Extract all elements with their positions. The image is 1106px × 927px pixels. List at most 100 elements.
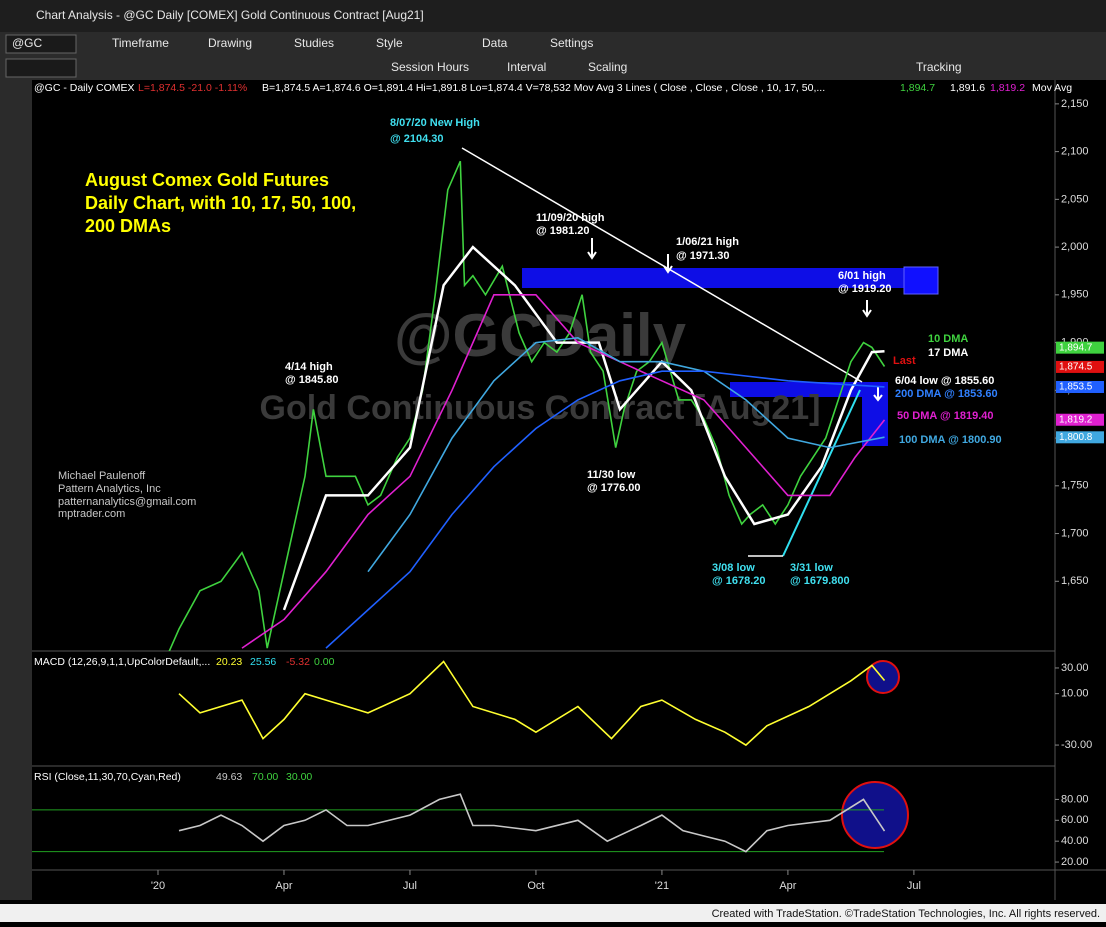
price-flag [1056, 360, 1104, 373]
y-tick-label: 2,150 [1061, 98, 1089, 110]
resistance-zone [522, 268, 904, 288]
annotation: 6/04 low @ 1855.60 [895, 375, 994, 387]
toolbar-button[interactable]: Settings [550, 36, 593, 50]
annotation: August Comex Gold Futures [85, 170, 329, 190]
annotation: @ 1919.20 [838, 283, 892, 295]
y-tick-label: 60.00 [1061, 814, 1089, 826]
series-line [282, 245, 885, 611]
toolbar-button[interactable]: Scaling [588, 60, 627, 74]
price-flag [1056, 380, 1104, 393]
indicator-info: MACD (12,26,9,1,1,UpColorDefault,... [34, 656, 210, 668]
indicator-info: 20.23 [216, 656, 242, 668]
y-tick-label: 40.00 [1061, 835, 1089, 847]
y-tick-label: 10.00 [1061, 688, 1089, 700]
plot [178, 660, 886, 747]
series-line [178, 793, 886, 853]
indicator-info: 1,819.2 [990, 82, 1025, 94]
toolbar-button[interactable]: Session Hours [391, 60, 469, 74]
annotation: 11/30 low [587, 469, 636, 481]
annotation: 8/07/20 New High [390, 117, 480, 129]
annotation: 17 DMA [928, 347, 968, 359]
series-line [241, 294, 886, 649]
plot [168, 160, 886, 651]
interval-box[interactable] [5, 58, 77, 78]
annotation: 200 DMA @ 1853.60 [895, 388, 998, 400]
annotation: 50 DMA @ 1819.40 [897, 410, 994, 422]
symbol-box[interactable] [5, 34, 77, 54]
annotation: 6/01 high [838, 270, 886, 282]
y-tick-label: 20.00 [1061, 856, 1089, 868]
price-flag-label: 1,819.2 [1059, 414, 1093, 425]
title-bar [0, 0, 1106, 32]
highlight-circle [841, 781, 909, 849]
indicator-info: -5.32 [286, 656, 310, 668]
watermark: @GCDaily [394, 302, 687, 369]
x-tick-label: Apr [275, 880, 292, 892]
indicator-info: 49.63 [216, 771, 242, 783]
annotation: Pattern Analytics, Inc [58, 483, 161, 495]
symbol: @GC [12, 36, 43, 50]
y-tick-label: 2,100 [1061, 146, 1089, 158]
indicator-info: 1,891.6 [950, 82, 985, 94]
y-tick-label: 1,650 [1061, 575, 1089, 587]
toolbar-button[interactable]: Timeframe [112, 36, 169, 50]
annotation: 4/14 high [285, 361, 333, 373]
indicator-info: B=1,874.5 A=1,874.6 O=1,891.4 Hi=1,891.8… [262, 82, 825, 94]
toolbar-button[interactable]: Tracking [916, 60, 962, 74]
indicator-info: Mov Avg [1032, 82, 1072, 94]
y-tick-label: 1,700 [1061, 527, 1089, 539]
x-tick-label: Oct [527, 880, 544, 892]
annotation: mptrader.com [58, 508, 125, 520]
annotation: @ 1679.800 [790, 575, 850, 587]
y-tick-label: 2,000 [1061, 241, 1089, 253]
annotation: @ 1971.30 [676, 250, 730, 262]
price-flag-label: 1,800.8 [1059, 432, 1093, 443]
x-tick-label: '21 [655, 880, 669, 892]
footer-bar [0, 904, 1106, 922]
indicator-info: L=1,874.5 -21.0 -1.11% [138, 82, 247, 94]
annotation: @ 1678.20 [712, 575, 766, 587]
toolbar-button[interactable]: Data [482, 36, 508, 50]
annotation: patternanalytics@gmail.com [58, 496, 196, 508]
series-line [367, 336, 885, 573]
uptrend-line [782, 389, 861, 557]
price-flag [1056, 431, 1104, 444]
indicator-info: 1,894.7 [900, 82, 935, 94]
annotation: @ 1845.80 [285, 374, 339, 386]
indicator-info: 25.56 [250, 656, 276, 668]
toolbar-button[interactable]: Style [376, 36, 403, 50]
annotation: @ 1776.00 [587, 482, 641, 494]
annotation: 11/09/20 high [536, 212, 605, 224]
y-tick-label: 1,950 [1061, 289, 1089, 301]
plot [178, 793, 886, 853]
toolbar-button[interactable]: Studies [294, 36, 334, 50]
price-flag [1056, 341, 1104, 354]
x-tick-label: Apr [779, 880, 796, 892]
footer: Created with TradeStation. ©TradeStation… [712, 908, 1100, 920]
y-tick-label: 1,750 [1061, 480, 1089, 492]
arrows [587, 238, 883, 402]
indicator-info: 70.00 [252, 771, 278, 783]
annotation: Michael Paulenoff [58, 470, 146, 482]
watermark: Gold Continuous Contract [Aug21] [260, 389, 821, 427]
x-tick-label: Jul [907, 880, 921, 892]
toolbar [0, 32, 1106, 80]
toolbar-button[interactable]: Drawing [208, 36, 252, 50]
annotation: Last [893, 355, 916, 367]
series-line [325, 370, 885, 649]
support-zone [730, 382, 862, 397]
toolbar-button[interactable]: Interval [507, 60, 546, 74]
trendline [461, 147, 863, 383]
annotation: 10 DMA [928, 333, 968, 345]
indicator-info: RSI (Close,11,30,70,Cyan,Red) [34, 771, 181, 783]
annotation: 1/06/21 high [676, 236, 739, 248]
y-tick-label: 80.00 [1061, 793, 1089, 805]
annotation: @ 2104.30 [390, 133, 444, 145]
annotation: 100 DMA @ 1800.90 [899, 434, 1002, 446]
price-flag [1056, 413, 1104, 426]
indicator-info: 0.00 [314, 656, 335, 668]
x-tick-label: Jul [403, 880, 417, 892]
annotation: 200 DMAs [85, 216, 171, 236]
